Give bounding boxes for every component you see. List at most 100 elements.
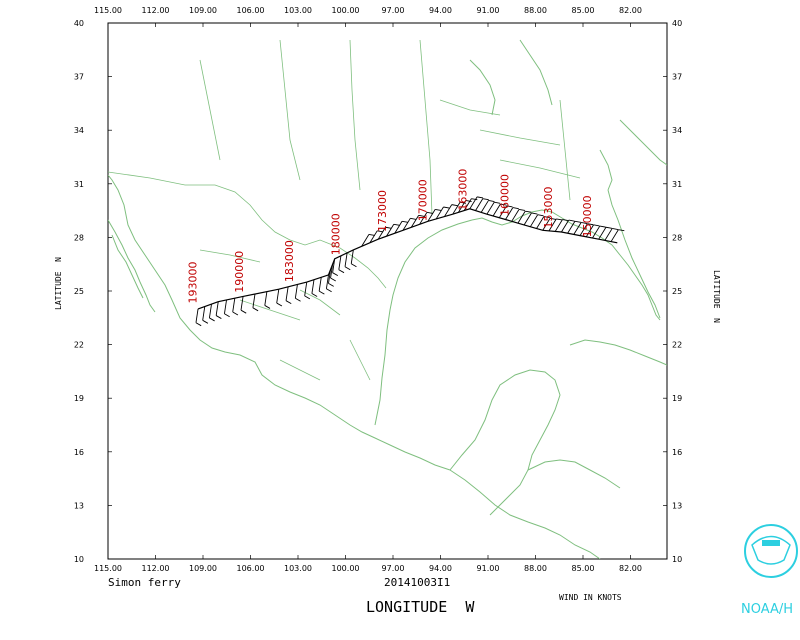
x-tick-label: 91.00 [477,6,500,15]
wind-barb-staff [264,291,268,306]
cuba [569,339,667,366]
wind-barb-flag [328,283,334,287]
y-axis-label-right: LATITUDE N [712,270,721,323]
wind-barb-staff [511,209,520,222]
wind-barb-staff [361,234,370,247]
wind-barb-staff [592,225,601,239]
wind-barb-flag [471,198,478,201]
y-tick-label: 34 [672,126,682,135]
wind-barb-staff [195,308,199,323]
wind-units: WIND IN KNOTS [559,593,622,602]
wind-barb-flag [568,219,575,222]
wind-barb-flag [285,300,292,305]
wind-barb-staff [463,198,472,211]
noaa-logo-ring [744,524,798,578]
yucatan [449,369,561,516]
wind-barb-staff [276,289,280,304]
x-ticks-bottom: 115.00 112.00 109.00 106.00 103.00 100.00 97.0… [94,555,642,573]
wind-barb-staff [554,219,563,232]
y-tick-label: 13 [672,501,682,510]
time-label: 150000 [581,195,594,237]
state-borders [199,39,581,216]
wind-barb-staff [529,214,539,227]
wind-barb-staff [444,204,453,217]
wind-barb-staff [410,215,420,228]
x-axis-label: LONGITUDE W [366,598,475,616]
x-tick-label: 94.00 [429,6,452,15]
wind-barb-staff [328,269,332,284]
y-tick-label: 13 [74,501,84,510]
wind-barb-staff [517,210,526,224]
y-tick-label: 37 [672,73,682,82]
wind-barb-flag [587,223,594,226]
wind-barb-flag [426,211,433,214]
wind-barb-staff [585,224,594,238]
wind-barb-staff [223,299,227,314]
x-tick-label: 106.00 [237,6,265,15]
wind-barb-flag [435,208,442,211]
wind-barb-flag [618,229,625,232]
wind-barb-flag [368,233,375,236]
operator-name: Simon ferry [108,576,181,589]
wind-barb-flag [488,200,495,202]
y-tick-label: 34 [74,126,84,135]
x-tick-label: 88.00 [524,6,547,15]
wind-barb-flag [605,226,612,229]
wind-barb-staff [419,212,428,225]
wind-barb-staff [486,202,495,215]
wind-barb-flag [330,277,336,282]
wind-barb-flag [512,207,519,210]
time-label: 190000 [233,251,246,293]
x-tick-label: 115.00 [94,564,122,573]
wind-barb-flag [459,201,467,204]
wind-barb-staff [377,227,386,240]
time-label: 163000 [457,169,470,211]
wind-barb-staff [394,221,403,234]
wind-barb-flag [311,293,318,297]
x-tick-label: 112.00 [142,6,170,15]
wind-barb-staff [215,301,219,316]
time-label: 183000 [283,240,296,282]
wind-barb-flag [612,227,619,230]
wind-barb-staff [330,264,334,279]
wind-barb-flag [224,313,230,318]
y-tick-label: 22 [74,341,84,350]
wind-barb-flag [332,272,339,277]
wind-barb-staff [579,223,588,236]
x-tick-label: 106.00 [237,564,265,573]
wind-barb-staff [369,230,378,243]
y-tick-label: 25 [74,287,84,296]
wind-barb-flag [494,201,501,204]
mexico-states [199,249,371,381]
gulf-coast-west [374,219,473,426]
wind-barb-flag [351,263,357,268]
y-tick-label: 16 [74,448,84,457]
time-labels: 193000 190000 183000 180000 173000 170000 1630… [187,169,594,304]
mission-date: 20141003I1 [384,576,450,589]
wind-barb-flag [482,198,489,201]
x-tick-label: 103.00 [284,6,312,15]
wind-barb-flag [202,319,209,324]
y-ticks-left: 40 37 34 31 28 25 22 19 16 13 10 [74,19,112,564]
y-tick-label: 10 [672,555,682,564]
wind-barb-staff [285,286,289,301]
wind-barb-flag [418,214,425,217]
wind-barb-staff [542,218,551,231]
wind-barb-flag [209,317,215,322]
x-tick-label: 109.00 [189,564,217,573]
x-tick-label: 115.00 [94,6,122,15]
y-tick-label: 25 [672,287,682,296]
wind-barb-flag [338,269,345,274]
wind-barb-flag [276,302,283,307]
x-tick-label: 112.00 [142,564,170,573]
wind-barb-flag [500,203,507,206]
wind-barb-staff [304,281,308,296]
wind-barb-flag [304,295,311,300]
y-tick-label: 31 [74,180,84,189]
wind-barb-flag [581,222,588,224]
y-tick-label: 31 [672,180,682,189]
wind-barb-flag [326,288,332,293]
atlantic-coast [599,119,667,191]
y-tick-label: 10 [74,555,84,564]
y-tick-label: 28 [74,233,84,242]
